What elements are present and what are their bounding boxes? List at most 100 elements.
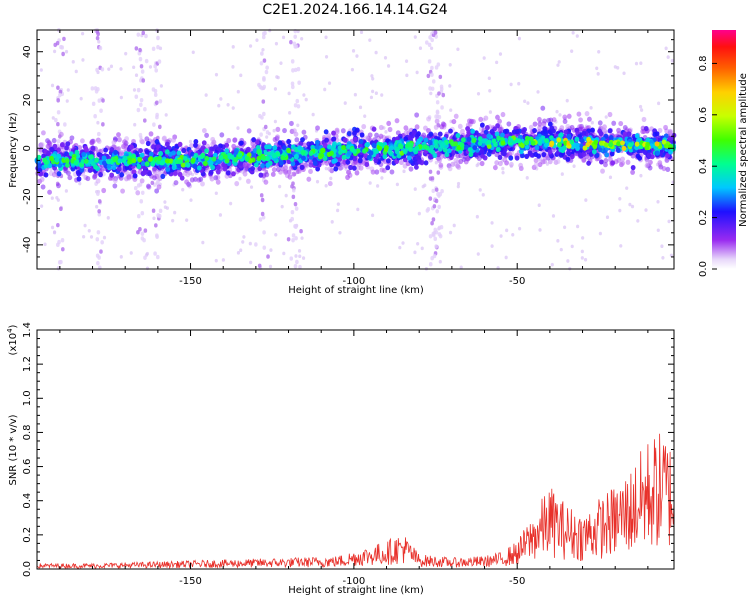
heatmap-cell — [549, 125, 555, 131]
heatmap-speckle — [565, 98, 569, 103]
heatmap-cell — [103, 147, 109, 153]
heatmap-cell — [286, 147, 292, 154]
heatmap-cell — [577, 152, 583, 158]
heatmap-streak — [432, 253, 437, 259]
heatmap-cell — [340, 128, 346, 134]
heatmap-streak — [431, 188, 436, 194]
colorbar-gradient — [712, 30, 736, 269]
heatmap-cell — [258, 172, 264, 178]
heatmap-streak — [297, 80, 301, 85]
heatmap-cell — [179, 175, 185, 181]
heatmap-cell — [381, 167, 387, 174]
heatmap-speckle — [589, 106, 593, 110]
heatmap-speckle — [129, 251, 133, 255]
heatmap-cell — [377, 145, 383, 152]
heatmap-streak — [286, 237, 291, 242]
heatmap-streak — [293, 201, 298, 207]
heatmap-cell — [80, 138, 85, 144]
heatmap-speckle — [488, 89, 492, 93]
heatmap-speckle — [369, 95, 374, 100]
heatmap-speckle — [517, 81, 521, 86]
heatmap-speckle — [217, 103, 221, 108]
heatmap-cell — [327, 166, 333, 172]
heatmap-cell — [331, 130, 336, 136]
heatmap-streak — [290, 210, 295, 215]
heatmap-speckle — [661, 255, 665, 260]
heatmap-speckle — [657, 101, 661, 106]
heatmap-streak — [263, 124, 268, 130]
heatmap-speckle — [324, 35, 328, 40]
heatmap-cell — [237, 152, 243, 158]
heatmap-cell — [378, 133, 384, 139]
heatmap-cell — [478, 116, 484, 122]
heatmap-cell — [272, 145, 278, 151]
heatmap-streak — [100, 67, 105, 72]
heatmap-speckle — [272, 128, 276, 133]
heatmap-cell — [52, 143, 58, 149]
heatmap-speckle — [355, 54, 359, 58]
heatmap-cell — [119, 172, 125, 178]
heatmap-cell — [565, 156, 571, 162]
heatmap-speckle — [236, 251, 241, 255]
heatmap-cell — [466, 136, 472, 142]
heatmap-cell — [140, 160, 146, 167]
heatmap-cell — [495, 146, 501, 152]
heatmap-cell — [222, 154, 228, 160]
heatmap-cell — [508, 155, 514, 161]
heatmap-speckle — [338, 230, 342, 235]
spectrogram-xtick-label: -50 — [509, 276, 525, 287]
heatmap-speckle — [581, 236, 585, 240]
heatmap-cell — [598, 140, 604, 146]
heatmap-streak — [60, 45, 65, 50]
heatmap-cell — [566, 133, 572, 139]
heatmap-speckle — [368, 38, 372, 42]
heatmap-streak — [56, 122, 60, 127]
heatmap-speckle — [148, 65, 153, 69]
heatmap-streak — [291, 181, 295, 186]
heatmap-cell — [448, 128, 453, 134]
heatmap-cell — [453, 161, 459, 167]
heatmap-cell — [466, 130, 472, 136]
heatmap-speckle — [242, 235, 246, 239]
heatmap-streak — [430, 221, 434, 226]
heatmap-speckle — [231, 45, 235, 49]
heatmap-cell — [628, 142, 633, 148]
heatmap-cell — [162, 135, 167, 141]
heatmap-cell — [465, 155, 470, 162]
heatmap-cell — [112, 183, 118, 189]
heatmap-cell — [56, 171, 62, 177]
heatmap-cell — [198, 176, 204, 182]
heatmap-cell — [200, 145, 206, 151]
heatmap-speckle — [96, 120, 100, 125]
heatmap-speckle — [636, 219, 640, 223]
heatmap-cell — [385, 158, 391, 164]
snr-multiplier: (x104) — [6, 324, 19, 355]
heatmap-speckle — [301, 256, 306, 260]
heatmap-speckle — [52, 230, 57, 235]
heatmap-speckle — [74, 69, 78, 74]
heatmap-streak — [293, 34, 298, 40]
heatmap-cell — [442, 147, 448, 153]
heatmap-cell — [506, 121, 512, 127]
heatmap-streak — [95, 253, 100, 258]
heatmap-streak — [430, 72, 434, 77]
heatmap-cell — [131, 157, 137, 164]
heatmap-cell — [56, 153, 62, 159]
heatmap-streak — [155, 114, 159, 120]
heatmap-speckle — [550, 262, 554, 267]
heatmap-speckle — [504, 255, 508, 260]
heatmap-cell — [371, 142, 377, 148]
heatmap-cell — [136, 163, 142, 170]
heatmap-cell — [264, 144, 269, 150]
heatmap-speckle — [280, 204, 284, 209]
heatmap-cell — [366, 154, 372, 160]
heatmap-streak — [158, 208, 163, 214]
snr-xtick-label: -100 — [343, 576, 366, 587]
heatmap-streak — [158, 124, 162, 130]
heatmap-cell — [509, 150, 515, 156]
heatmap-cell — [542, 128, 548, 134]
heatmap-cell — [528, 136, 534, 142]
heatmap-cell — [437, 139, 443, 145]
heatmap-cell — [562, 114, 568, 120]
heatmap-cell — [126, 175, 132, 181]
